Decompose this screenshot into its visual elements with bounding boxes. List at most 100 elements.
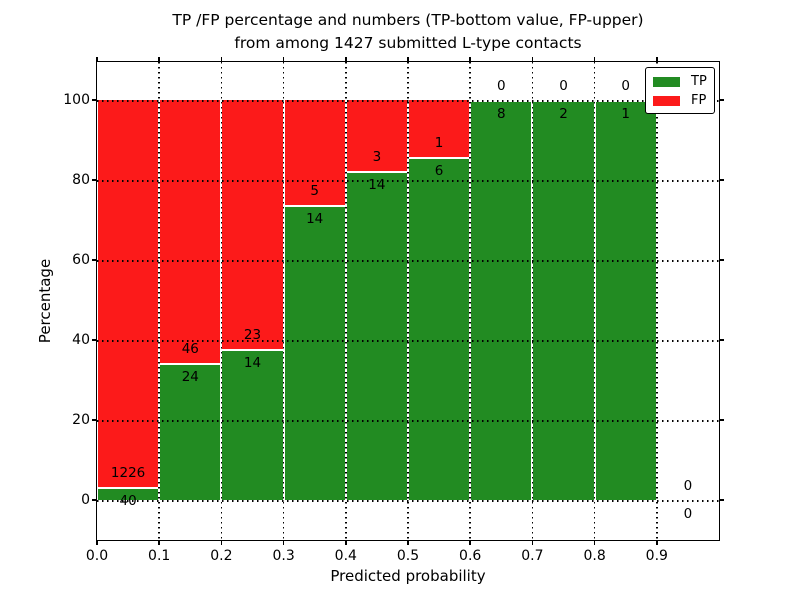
legend-row-tp: TP	[653, 74, 714, 89]
chart-title: TP /FP percentage and numbers (TP-bottom…	[97, 9, 719, 55]
y-tick-right	[719, 419, 724, 421]
fp-legend-swatch	[653, 95, 680, 106]
fp-bar-segment	[346, 100, 408, 171]
y-tick-left	[92, 259, 97, 261]
bar-bin-0.3	[284, 100, 346, 500]
y-tick-left	[92, 179, 97, 181]
fp-count-label: 46	[181, 340, 199, 357]
y-tick-left	[92, 419, 97, 421]
x-tick-top	[593, 57, 596, 62]
x-tick-label: 0.5	[396, 548, 420, 564]
fp-count-label: 0	[621, 78, 630, 94]
tp-bar-segment	[595, 100, 657, 500]
x-tick-bottom	[469, 540, 471, 545]
tp-bar-segment	[470, 100, 532, 500]
fp-bar-segment	[159, 100, 221, 363]
fp-count-label: 0	[683, 478, 693, 494]
tp-bar-segment	[532, 100, 595, 500]
x-tick-top	[282, 57, 285, 62]
x-tick-top	[220, 57, 223, 62]
tp-count-label: 14	[368, 176, 386, 193]
y-tick-right	[719, 179, 724, 181]
tp-bar-segment	[284, 205, 346, 500]
fp-count-label: 1226	[110, 465, 146, 482]
x-tick-bottom	[220, 540, 223, 545]
fp-bar-segment	[221, 100, 284, 349]
x-tick-top	[407, 57, 409, 62]
x-tick-label: 0.2	[210, 548, 233, 564]
y-axis-label: Percentage	[36, 258, 54, 344]
chart-title-line2: from among 1427 submitted L-type contact…	[234, 34, 582, 52]
x-tick-label: 0.6	[459, 548, 482, 564]
y-tick-label: 100	[63, 92, 90, 108]
x-tick-label: 0.3	[272, 548, 295, 564]
x-tick-top	[158, 57, 160, 62]
y-tick-label: 0	[81, 492, 90, 508]
tp-bar-segment	[408, 157, 470, 500]
bar-bin-0.2	[221, 100, 284, 500]
x-gridline-0.4	[345, 62, 347, 540]
y-tick-left	[92, 499, 97, 501]
bar-bin-0.5	[408, 100, 470, 500]
x-tick-top	[656, 57, 658, 62]
tp-bar-segment	[346, 170, 408, 500]
x-tick-bottom	[531, 540, 534, 545]
x-gridline-0.2	[220, 62, 223, 540]
fp-bar-segment	[97, 100, 159, 488]
fp-count-label: 0	[497, 78, 506, 94]
fp-bar-segment	[408, 100, 470, 158]
legend-label-tp: TP	[691, 74, 707, 89]
tp-count-label: 40	[119, 493, 137, 510]
bar-bin-0.1	[159, 100, 221, 500]
y-tick-label: 40	[72, 332, 90, 348]
fp-bar-segment	[284, 100, 346, 206]
x-tick-top	[469, 57, 471, 62]
x-tick-top	[345, 57, 347, 62]
tp-legend-swatch	[653, 76, 680, 87]
x-tick-top	[96, 57, 98, 62]
bar-bin-0.6	[470, 100, 532, 500]
fp-count-label: 0	[559, 78, 568, 94]
tp-count-label: 0	[683, 506, 693, 522]
y-tick-label: 60	[72, 252, 90, 268]
x-gridline-0.8	[593, 62, 596, 540]
chart-title-line1: TP /FP percentage and numbers (TP-bottom…	[172, 11, 644, 29]
x-tick-label: 0.8	[583, 548, 606, 564]
y-tick-left	[92, 339, 97, 341]
tp-count-label: 14	[306, 211, 324, 228]
x-tick-bottom	[656, 540, 658, 545]
x-gridline-0.1	[158, 62, 160, 540]
bar-bin-0.7	[532, 100, 595, 500]
y-tick-right	[719, 99, 724, 101]
x-tick-bottom	[158, 540, 160, 545]
legend-label-fp: FP	[691, 93, 707, 108]
y-tick-right	[719, 499, 724, 501]
y-tick-right	[719, 339, 724, 341]
x-gridline-0.9	[656, 62, 658, 540]
tp-bar-segment	[221, 348, 284, 500]
fp-count-label: 3	[372, 148, 382, 165]
x-gridline-0.3	[282, 62, 285, 540]
fp-count-label: 23	[243, 326, 262, 343]
x-tick-label: 0.9	[645, 548, 668, 564]
x-gridline-0.7	[531, 62, 534, 540]
tp-count-label: 1	[621, 106, 630, 122]
x-tick-label: 0.7	[521, 548, 544, 564]
x-tick-bottom	[345, 540, 347, 545]
legend: TP FP	[645, 67, 715, 114]
bar-bin-0.4	[346, 100, 408, 500]
y-tick-left	[92, 99, 97, 101]
y-tick-label: 80	[72, 172, 90, 188]
x-gridline-0.6	[469, 62, 471, 540]
bar-bin-0	[97, 100, 159, 500]
x-tick-bottom	[593, 540, 596, 545]
fp-count-label: 1	[434, 135, 444, 152]
x-tick-bottom	[96, 540, 98, 545]
x-axis-label: Predicted probability	[330, 567, 486, 585]
y-tick-label: 20	[72, 412, 90, 428]
x-gridline-0.5	[407, 62, 409, 540]
x-tick-bottom	[282, 540, 285, 545]
x-tick-top	[531, 57, 534, 62]
x-tick-label: 0.4	[334, 548, 357, 564]
x-tick-label: 0.1	[148, 548, 171, 564]
